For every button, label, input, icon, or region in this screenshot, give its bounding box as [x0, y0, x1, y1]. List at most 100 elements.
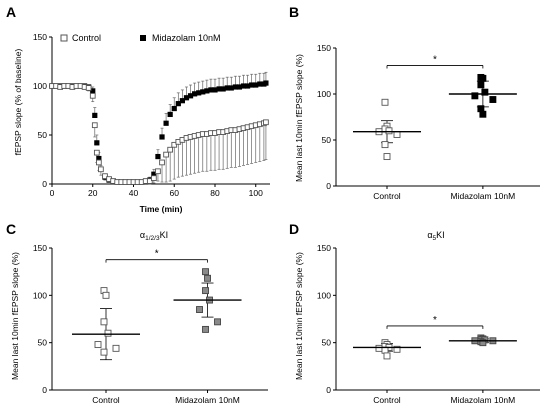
- panel-a-plot: 0 50 100 150 0 20 40 60 80 100: [33, 32, 270, 198]
- panel-a-point-midazolam: [171, 105, 177, 112]
- panel-a-point-midazolam: [212, 87, 218, 93]
- panel-a-point-midazolam: [224, 85, 230, 91]
- panel-d-ylabel: Mean last 10min fEPSP slope (%): [294, 252, 304, 380]
- panel-a-legend: Control Midazolam 10nM: [60, 33, 221, 43]
- panel-a-point-midazolam: [236, 84, 243, 90]
- panel-a-point-midazolam: [232, 84, 238, 90]
- panel-a-point-control: [159, 159, 165, 166]
- panel-a-point-midazolam: [244, 83, 251, 89]
- panel-a-point-control: [167, 146, 174, 153]
- panel-letter-b: B: [289, 4, 299, 20]
- panel-d-plot: 0 50 100 150 Control Midazolam 10nM *: [317, 243, 540, 405]
- panel-a-point-midazolam: [187, 93, 194, 99]
- legend-control-marker: [60, 34, 68, 42]
- panel-a-xtick-label: 0: [50, 188, 55, 198]
- panel-d-category-label: Control: [373, 395, 401, 405]
- panel-d-point: [479, 339, 487, 347]
- panel-a-xlabel: Time (min): [140, 204, 183, 214]
- panel-a-xtick-label: 20: [88, 188, 98, 198]
- panel-c-plot: 0 50 100 150 Control Midazolam 10nM *: [33, 243, 268, 405]
- panel-a-point-control: [93, 149, 100, 156]
- panel-b-ytick-label: 0: [326, 181, 331, 191]
- panel-a-point-midazolam: [208, 87, 214, 93]
- panel-a-point-midazolam: [96, 155, 102, 162]
- panel-d-point: [393, 345, 401, 353]
- panel-a-point-midazolam: [167, 111, 173, 118]
- panel-c-category-label: Midazolam 10nM: [175, 395, 240, 405]
- panel-a-point-midazolam: [159, 134, 165, 140]
- panel-b-point: [477, 81, 485, 89]
- panel-c-significance: *: [155, 249, 159, 260]
- panel-a-point-midazolam: [200, 89, 206, 95]
- panel-c-point: [202, 287, 209, 295]
- panel-a-xtick-label: 80: [210, 188, 220, 198]
- panel-a-ytick-label: 150: [33, 32, 47, 42]
- panel-b-category-label: Control: [373, 191, 401, 201]
- panel-a-point-midazolam: [183, 95, 190, 101]
- panel-a-point-midazolam: [216, 86, 222, 92]
- panel-a-point-midazolam: [220, 86, 226, 92]
- panel-c-point: [214, 318, 221, 326]
- panel-b-point: [381, 98, 389, 106]
- panel-b-point: [383, 153, 391, 161]
- panel-b-significance: *: [433, 54, 437, 65]
- panel-d-category-label: Midazolam 10nM: [451, 395, 516, 405]
- panel-letter-d: D: [289, 221, 299, 237]
- panel-letter-c: C: [6, 221, 16, 237]
- panel-a-point-midazolam: [249, 82, 255, 88]
- panel-a-ytick-label: 0: [42, 179, 47, 189]
- panel-b-point: [471, 92, 479, 100]
- panel-b-ytick-label: 50: [322, 135, 332, 145]
- panel-c-point: [204, 274, 211, 282]
- panel-a-point-midazolam: [257, 81, 263, 87]
- panel-a-point-control: [102, 173, 108, 180]
- panel-c-point: [202, 268, 209, 276]
- legend-control-label: Control: [72, 33, 101, 43]
- panel-d-title: α5KI: [427, 230, 444, 242]
- panel-d-point: [383, 352, 391, 360]
- panel-a-xtick-label: 100: [249, 188, 263, 198]
- panel-a-point-midazolam: [192, 91, 198, 97]
- panel-d-ytick-label: 50: [322, 338, 332, 348]
- panel-b-point: [385, 127, 393, 135]
- panel-a-point-control: [146, 178, 153, 184]
- panel-b-ytick-label: 100: [317, 89, 331, 99]
- panel-b-point: [489, 96, 497, 103]
- panel-a-point-midazolam: [196, 90, 202, 96]
- panel-c-ylabel: Mean last 10min fEPSP slope (%): [10, 252, 20, 380]
- panel-b-point: [479, 110, 487, 118]
- panel-c-point: [104, 329, 112, 337]
- legend-midazolam-marker: [140, 35, 146, 41]
- panel-c-point: [102, 291, 110, 299]
- panel-c-point: [112, 344, 120, 352]
- panel-b-category-label: Midazolam 10nM: [451, 191, 516, 201]
- panel-d-ytick-label: 150: [317, 243, 331, 253]
- panel-letter-a: A: [6, 4, 16, 20]
- panel-c-ytick-label: 150: [33, 243, 47, 253]
- panel-a-ylabel: fEPSP slope (% of baseline): [13, 49, 23, 156]
- panel-a-point-control: [91, 122, 98, 129]
- panel-b-plot: 0 50 100 150 Control Midazolam 10nM *: [317, 43, 540, 201]
- panel-a-point-midazolam: [263, 80, 269, 86]
- panel-c-point: [202, 325, 209, 333]
- panel-c-point: [100, 318, 108, 326]
- panel-c-ytick-label: 100: [33, 290, 47, 300]
- panel-a-ytick-label: 100: [33, 81, 47, 91]
- panel-a-point-midazolam: [94, 140, 100, 146]
- panel-a-point-midazolam: [175, 101, 181, 107]
- panel-b-point: [479, 74, 487, 82]
- panel-c-point: [196, 306, 203, 313]
- panel-a-point-midazolam: [90, 88, 96, 94]
- panel-c-category-label: Control: [92, 395, 120, 405]
- panel-d-ytick-label: 0: [326, 385, 331, 395]
- panel-a-xtick-label: 60: [170, 188, 180, 198]
- panel-a-point-midazolam: [155, 153, 161, 160]
- panel-b-ylabel: Mean last 10min fEPSP slope (%): [294, 54, 304, 182]
- panel-a-point-control: [98, 166, 104, 173]
- panel-b-ytick-label: 150: [317, 43, 331, 53]
- panel-a-point-control: [263, 119, 269, 126]
- panel-a-ytick-label: 50: [38, 130, 48, 140]
- panel-a-xtick-label: 40: [129, 188, 139, 198]
- panel-a-point-midazolam: [228, 85, 234, 91]
